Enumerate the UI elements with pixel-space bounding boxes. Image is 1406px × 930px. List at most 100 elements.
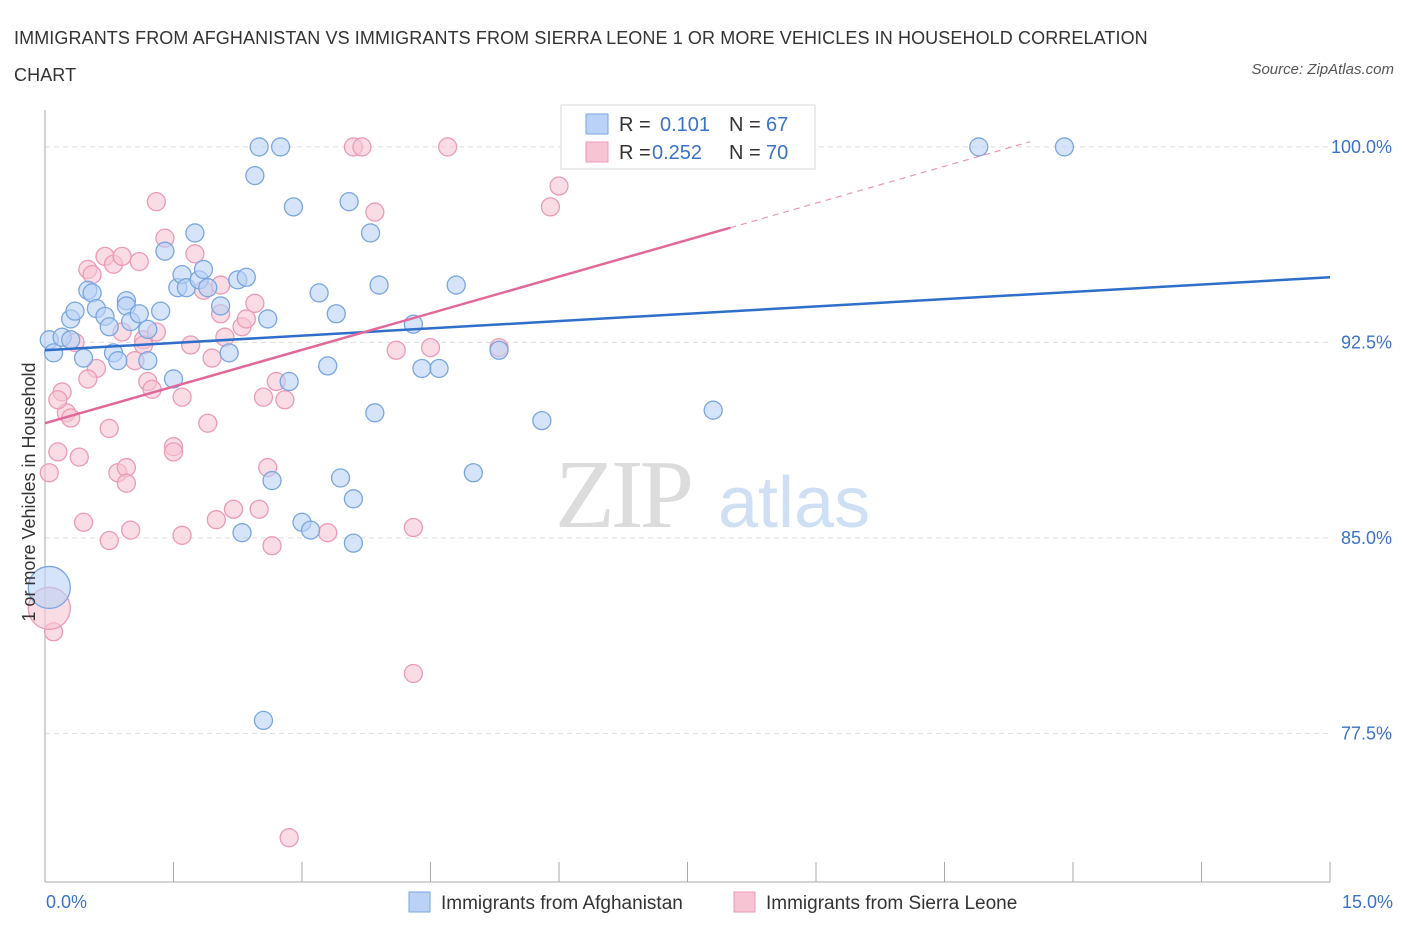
legend-n-value-afghanistan: 67 [766,114,788,136]
sierra-leone-point [403,517,424,538]
sierra-leone-point [198,413,218,433]
chart-title: IMMIGRANTS FROM AFGHANISTAN VS IMMIGRANT… [14,28,1148,85]
afghanistan-point [360,223,381,243]
afghanistan-point [163,369,184,389]
legend-r-label-afghanistan: R = [619,114,651,136]
sierra-leone-point [78,369,98,389]
sierra-leone-point [129,251,149,272]
afghanistan-point [463,463,483,483]
afghanistan-point [703,400,723,420]
afghanistan-point [245,165,265,186]
sierra-leone-trend-extension [730,141,1031,229]
afghanistan-point [279,371,299,392]
afghanistan-point [198,278,218,298]
sierra-leone-point [185,244,205,264]
y-tick-label: 100.0% [1331,137,1392,157]
sierra-leone-point [172,525,192,545]
afghanistan-point [532,410,552,431]
bottom-legend-afghanistan: Immigrants from Afghanistan [441,893,683,914]
sierra-leone-point [180,335,201,355]
afghanistan-point [232,523,252,543]
afghanistan-point [249,137,269,157]
afghanistan-point [300,520,321,540]
sierra-leone-point [206,510,226,530]
sierra-leone-point [352,137,372,157]
sierra-leone-point [262,536,282,556]
sierra-leone-point [386,340,406,360]
sierra-leone-points [27,137,569,848]
sierra-leone-point [549,176,569,196]
y-tick-labels: 100.0% 92.5% 85.0% 77.5% [1331,137,1392,743]
afghanistan-point [446,275,466,295]
legend-r-value-afghanistan: 0.101 [660,114,710,136]
sierra-leone-point [163,442,184,462]
sierra-leone-point [112,246,132,267]
afghanistan-point [365,403,385,423]
sierra-leone-point [403,663,424,684]
sierra-leone-point [420,337,441,358]
afghanistan-point [318,356,338,376]
sierra-leone-point [279,828,299,848]
afghanistan-points [27,137,1075,731]
afghanistan-point [330,468,351,488]
afghanistan-point [489,340,509,360]
y-tick-label: 92.5% [1341,332,1392,352]
legend-n-label-sierra-leone: N = [729,142,761,164]
sierra-leone-point [172,387,192,407]
trend-lines [44,141,1331,425]
sierra-leone-point [99,530,119,551]
afghanistan-point [138,351,158,371]
afghanistan-point [150,301,171,321]
sierra-leone-point [437,137,458,157]
legend-r-label-sierra-leone: R = [619,142,651,164]
afghanistan-point [193,259,214,280]
afghanistan-point [236,267,256,287]
series-legend: Immigrants from Afghanistan Immigrants f… [408,891,1017,914]
sierra-leone-point [99,418,119,439]
sierra-leone-point [121,520,141,540]
stats-legend: R = 0.101 N = 67 R = 0.252 N = 70 [560,104,816,170]
sierra-leone-point [48,442,68,462]
afghanistan-trend-line [44,276,1331,352]
afghanistan-point [138,319,158,340]
afghanistan-point [1054,137,1075,157]
axes [44,110,1331,883]
sierra-leone-point [275,390,295,410]
chart-source: Source: ZipAtlas.com [1251,61,1394,78]
afghanistan-point [283,197,304,217]
x-tick-label-max: 15.0% [1342,892,1393,912]
afghanistan-point [369,275,389,295]
afghanistan-point [155,241,175,261]
afghanistan-swatch [585,113,609,135]
sierra-leone-point [146,192,167,212]
afghanistan-point [253,710,274,731]
afghanistan-point [270,137,291,157]
afghanistan-point [326,304,346,324]
sierra-leone-point [116,473,137,493]
afghanistan-point [185,223,205,243]
sierra-leone-point [540,197,561,217]
afghanistan-point [99,317,119,337]
sierra-leone-swatch [585,141,609,163]
y-axis-label: 1 or more Vehicles in Household [19,362,39,621]
y-tick-label: 85.0% [1341,528,1392,548]
afghanistan-point [429,358,449,379]
afghanistan-point [61,330,81,350]
afghanistan-point [258,309,278,329]
afghanistan-point [969,137,989,157]
sierra-leone-point [39,463,59,483]
y-tick-label: 77.5% [1341,723,1392,743]
bottom-swatch-afghanistan [408,891,431,913]
afghanistan-point [73,348,94,368]
afghanistan-point [210,296,231,316]
afghanistan-point [129,304,149,324]
legend-n-value-sierra-leone: 70 [766,142,788,164]
afghanistan-point [108,351,128,371]
x-tick-label-min: 0.0% [46,892,87,912]
afghanistan-point [343,533,364,553]
afghanistan-point [412,358,432,379]
sierra-leone-trend-line [44,226,731,425]
sierra-leone-point [245,293,265,313]
sierra-leone-point [249,499,269,519]
